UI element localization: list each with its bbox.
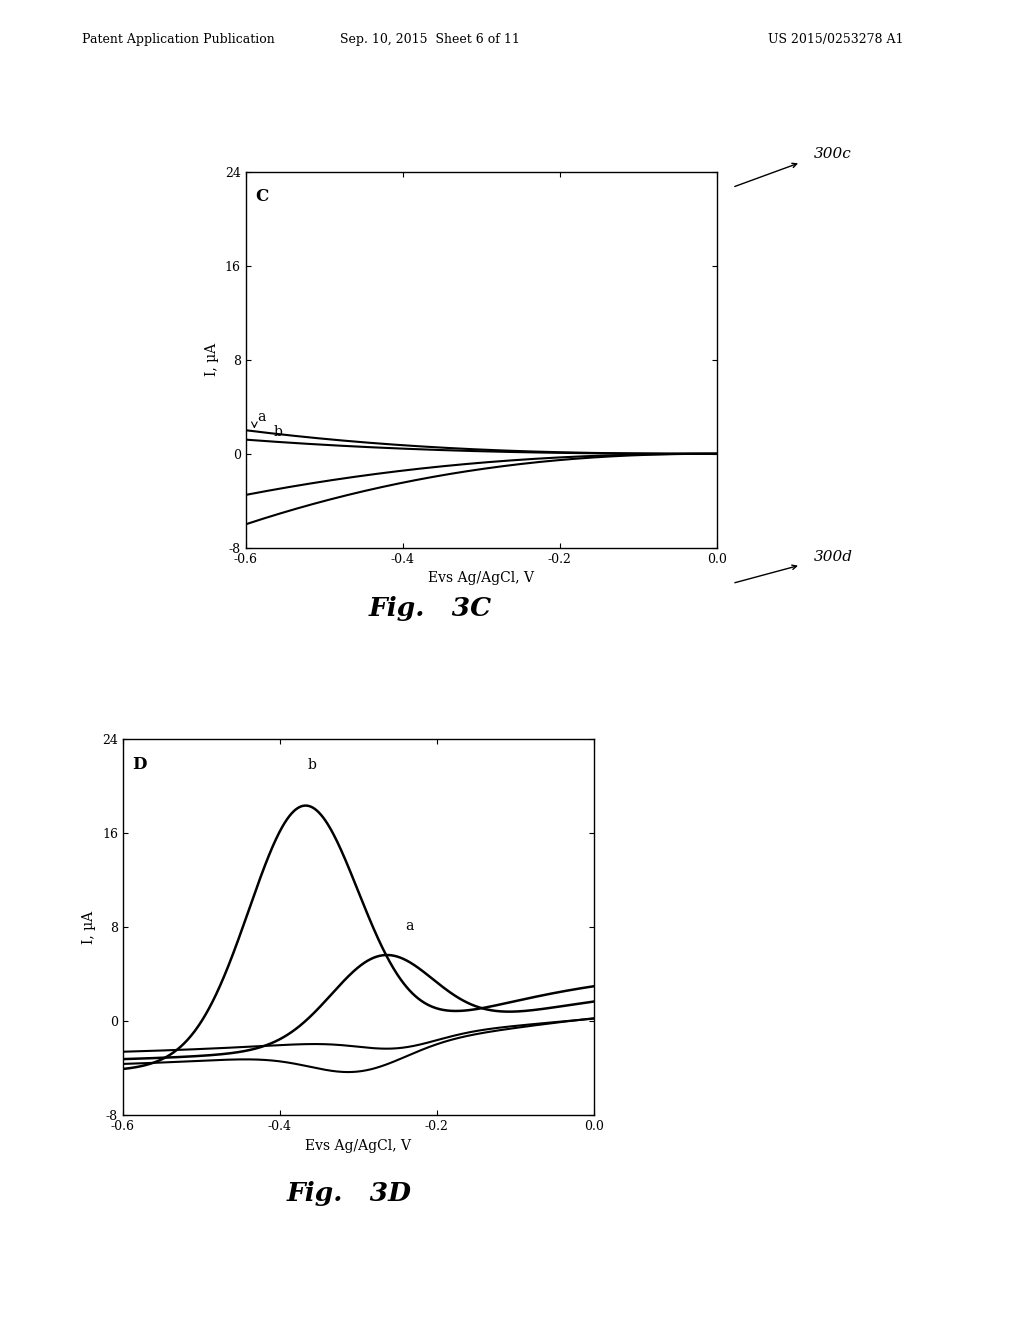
Text: b: b bbox=[307, 758, 316, 772]
X-axis label: Evs Ag/AgCl, V: Evs Ag/AgCl, V bbox=[305, 1139, 412, 1152]
Text: C: C bbox=[255, 187, 268, 205]
Y-axis label: I, µA: I, µA bbox=[83, 911, 96, 944]
Text: D: D bbox=[132, 755, 146, 772]
Text: a: a bbox=[406, 919, 414, 933]
Text: US 2015/0253278 A1: US 2015/0253278 A1 bbox=[768, 33, 903, 46]
Text: Sep. 10, 2015  Sheet 6 of 11: Sep. 10, 2015 Sheet 6 of 11 bbox=[340, 33, 520, 46]
Text: Patent Application Publication: Patent Application Publication bbox=[82, 33, 274, 46]
Text: 300c: 300c bbox=[814, 148, 852, 161]
Y-axis label: I, µA: I, µA bbox=[206, 343, 219, 376]
Text: Fig.   3C: Fig. 3C bbox=[369, 597, 492, 622]
Text: Fig.   3D: Fig. 3D bbox=[287, 1181, 412, 1206]
Text: b: b bbox=[273, 425, 283, 440]
Text: a: a bbox=[258, 409, 266, 424]
X-axis label: Evs Ag/AgCl, V: Evs Ag/AgCl, V bbox=[428, 572, 535, 585]
Text: 300d: 300d bbox=[814, 550, 853, 564]
